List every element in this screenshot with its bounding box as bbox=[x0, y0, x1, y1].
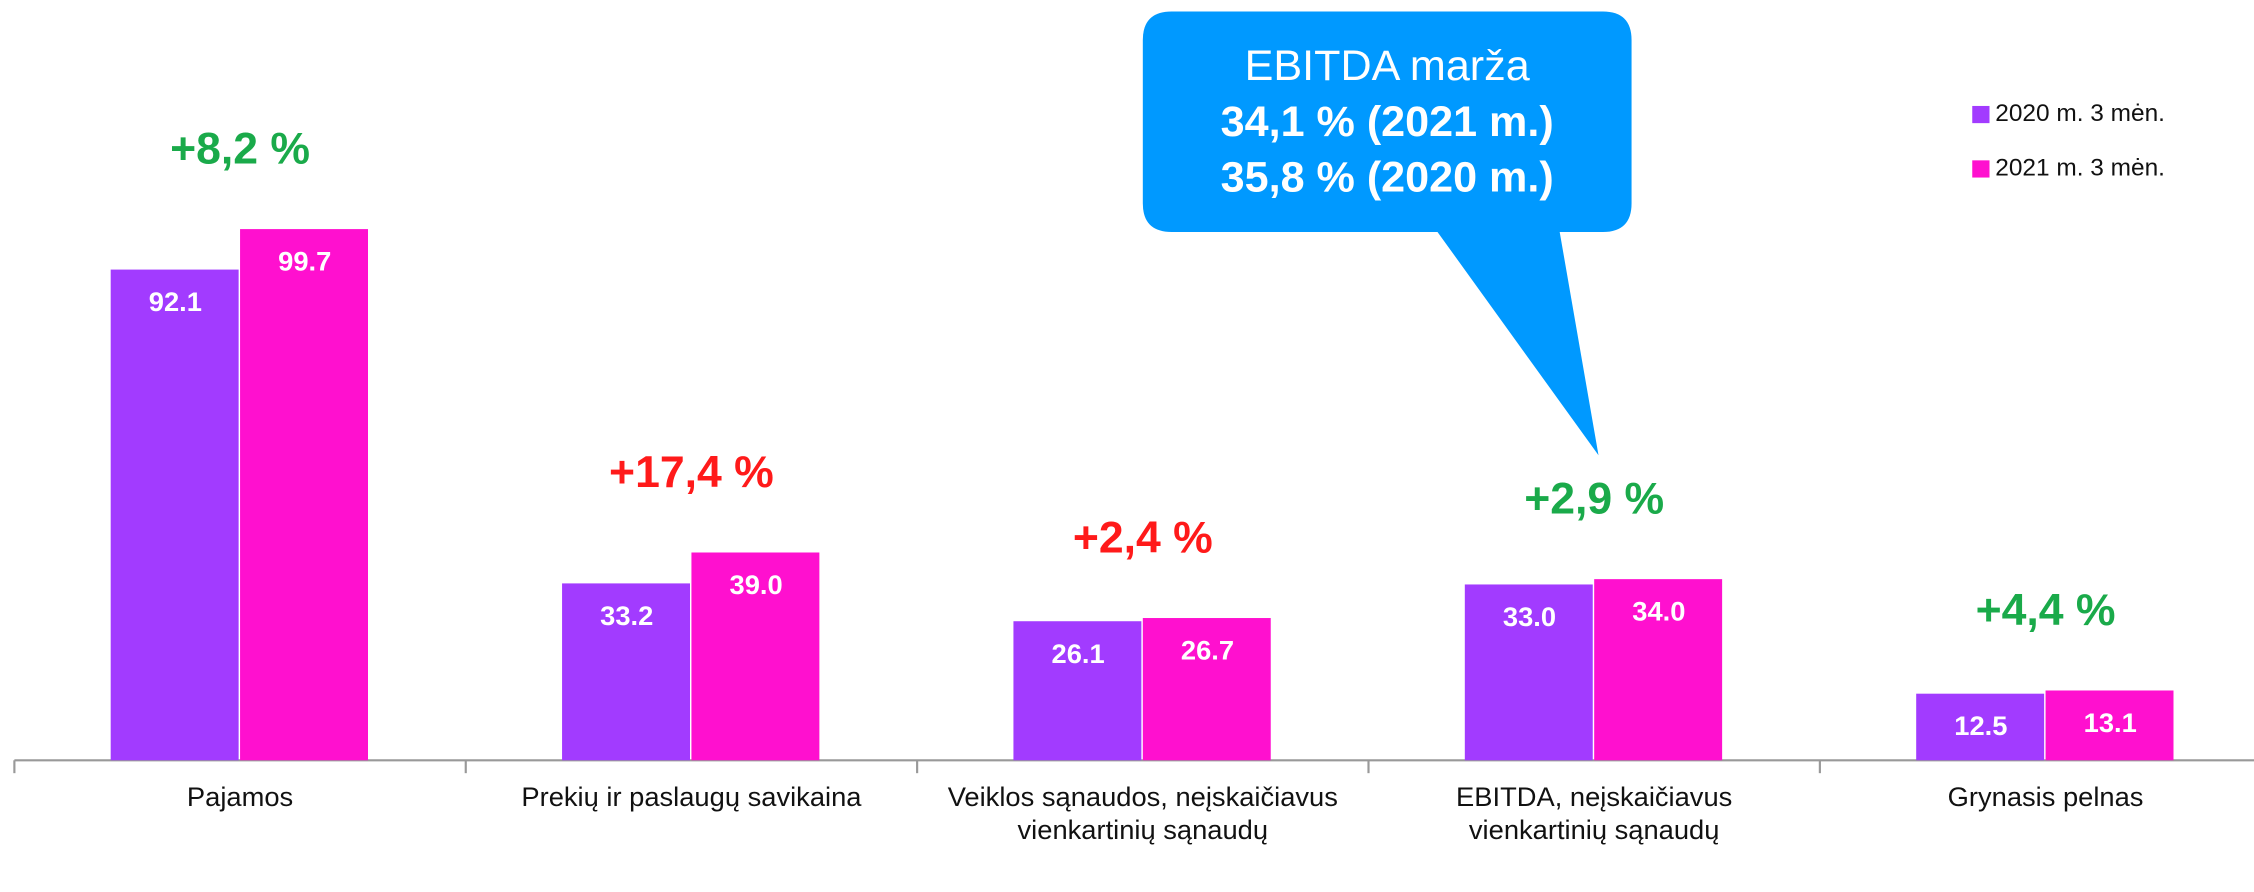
data-label: 13.1 bbox=[2084, 707, 2137, 738]
data-label: 92.1 bbox=[149, 286, 202, 317]
x-tick-label: Veiklos sąnaudos, neįskaičiavus vienkart… bbox=[947, 783, 1338, 847]
x-tick-label: EBITDA, neįskaičiavus vienkartinių sąnau… bbox=[1456, 783, 1733, 847]
data-label: 34.0 bbox=[1632, 596, 1685, 627]
bar bbox=[2045, 690, 2174, 761]
data-label: 12.5 bbox=[1954, 710, 2007, 741]
bar bbox=[1142, 618, 1271, 761]
callout-text: 34,1 % (2021 m.) bbox=[1221, 98, 1554, 146]
data-label: 26.7 bbox=[1181, 635, 1234, 666]
growth-label: +17,4 % bbox=[609, 448, 774, 497]
growth-label: +2,4 % bbox=[1073, 514, 1213, 563]
legend-swatch bbox=[1972, 105, 1990, 124]
x-tick-label: Pajamos bbox=[186, 783, 294, 814]
legend-swatch bbox=[1972, 160, 1990, 178]
bar bbox=[562, 583, 690, 761]
callout-text: 35,8 % (2020 m.) bbox=[1221, 154, 1554, 202]
bar bbox=[1594, 579, 1723, 761]
bar bbox=[110, 269, 239, 761]
legend-label: 2021 m. 3 mėn. bbox=[1995, 154, 2165, 181]
data-label: 39.0 bbox=[730, 569, 783, 600]
growth-label: +2,9 % bbox=[1524, 475, 1664, 524]
bar bbox=[691, 552, 820, 761]
bar bbox=[1464, 584, 1593, 761]
growth-label: +8,2 % bbox=[170, 125, 310, 174]
data-label: 26.1 bbox=[1052, 638, 1105, 669]
legend-label: 2020 m. 3 mėn. bbox=[1995, 100, 2165, 127]
callout-text: EBITDA marža bbox=[1245, 42, 1530, 90]
data-label: 33.2 bbox=[600, 600, 653, 631]
data-label: 33.0 bbox=[1503, 601, 1556, 632]
x-tick-label: Grynasis pelnas bbox=[1947, 783, 2144, 814]
data-label: 99.7 bbox=[278, 246, 331, 277]
bar bbox=[1916, 693, 2045, 761]
x-tick-label: Prekių ir paslaugų savikaina bbox=[521, 783, 862, 814]
callout-bubble bbox=[1142, 11, 1632, 456]
bar bbox=[240, 229, 368, 761]
growth-label: +4,4 % bbox=[1976, 586, 2116, 635]
bar bbox=[1013, 621, 1142, 761]
